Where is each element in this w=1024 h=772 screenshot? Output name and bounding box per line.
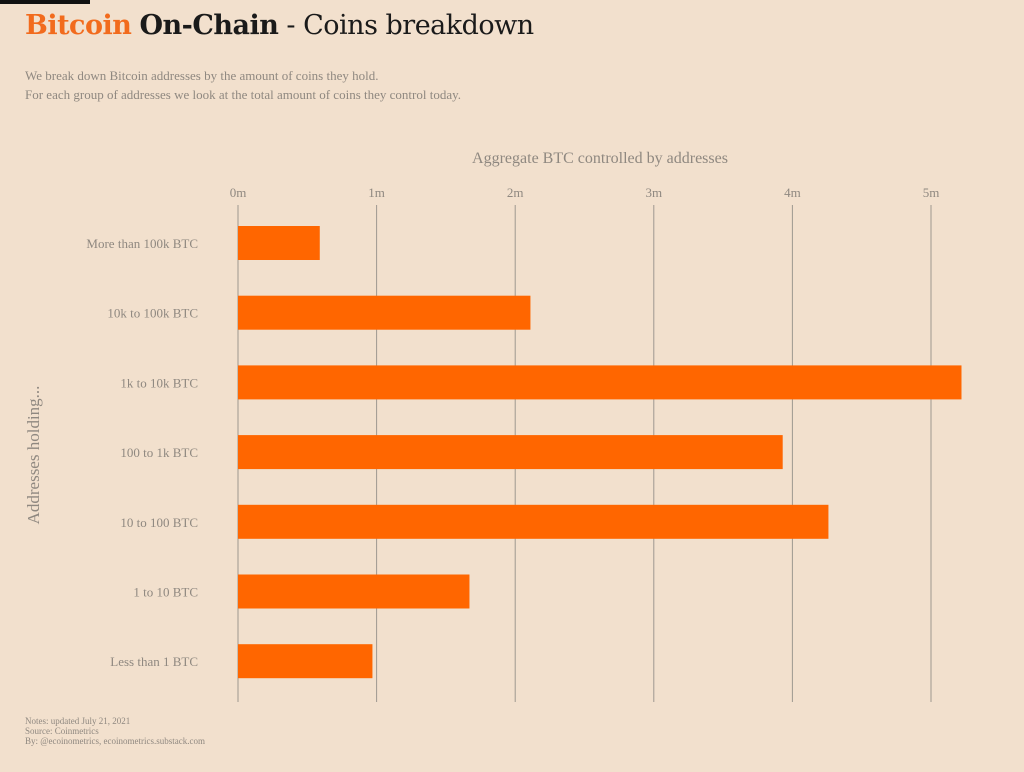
bar	[238, 365, 962, 400]
bar	[238, 295, 531, 330]
subtitle-line: For each group of addresses we look at t…	[25, 87, 461, 102]
y-tick-label: Less than 1 BTC	[110, 654, 198, 669]
y-tick-label: 1k to 10k BTC	[120, 375, 198, 390]
notes: Notes: updated July 21, 2021 Source: Coi…	[25, 716, 205, 746]
y-tick-label: 1 to 10 BTC	[133, 585, 198, 600]
title-rest: - Coins breakdown	[278, 10, 534, 41]
page-title: Bitcoin On-Chain - Coins breakdown	[25, 10, 534, 41]
note-updated: Notes: updated July 21, 2021	[25, 716, 131, 726]
subtitle: We break down Bitcoin addresses by the a…	[25, 66, 461, 104]
bar	[238, 226, 320, 260]
x-tick-label: 0m	[230, 185, 247, 200]
bar	[238, 644, 373, 679]
bar	[238, 435, 783, 470]
y-axis-label: Addresses holding...	[24, 386, 43, 525]
note-source: Source: Coinmetrics	[25, 726, 99, 736]
x-tick-label: 3m	[645, 185, 662, 200]
bar	[238, 504, 829, 539]
x-tick-label: 2m	[507, 185, 524, 200]
top-bar	[0, 0, 90, 4]
x-tick-label: 5m	[923, 185, 940, 200]
title-bold: On-Chain	[139, 10, 279, 41]
title-brand: Bitcoin	[25, 10, 132, 41]
y-tick-label: More than 100k BTC	[86, 236, 198, 251]
x-axis-label: Aggregate BTC controlled by addresses	[472, 150, 728, 167]
x-tick-label: 1m	[368, 185, 385, 200]
bar	[238, 574, 470, 609]
y-tick-label: 100 to 1k BTC	[120, 445, 198, 460]
y-tick-label: 10k to 100k BTC	[107, 306, 198, 321]
y-tick-label: 10 to 100 BTC	[120, 515, 198, 530]
subtitle-line: We break down Bitcoin addresses by the a…	[25, 68, 379, 83]
x-tick-label: 4m	[784, 185, 801, 200]
note-byline: By: @ecoinometrics, ecoinometrics.substa…	[25, 736, 205, 746]
